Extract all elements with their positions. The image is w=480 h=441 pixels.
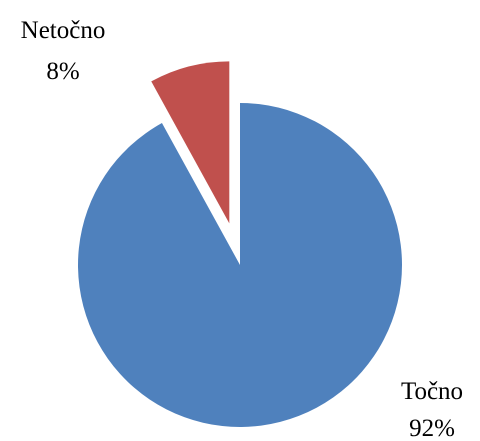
slice-value-tocno: 92% [409,415,455,441]
pie-slice-točno [77,103,402,427]
slice-label-netocno: Netočno [21,17,106,44]
pie-slices [77,61,402,427]
pie-slice-netočno [151,61,230,224]
slice-label-tocno: Točno [401,378,463,405]
slice-value-netocno: 8% [46,58,79,85]
